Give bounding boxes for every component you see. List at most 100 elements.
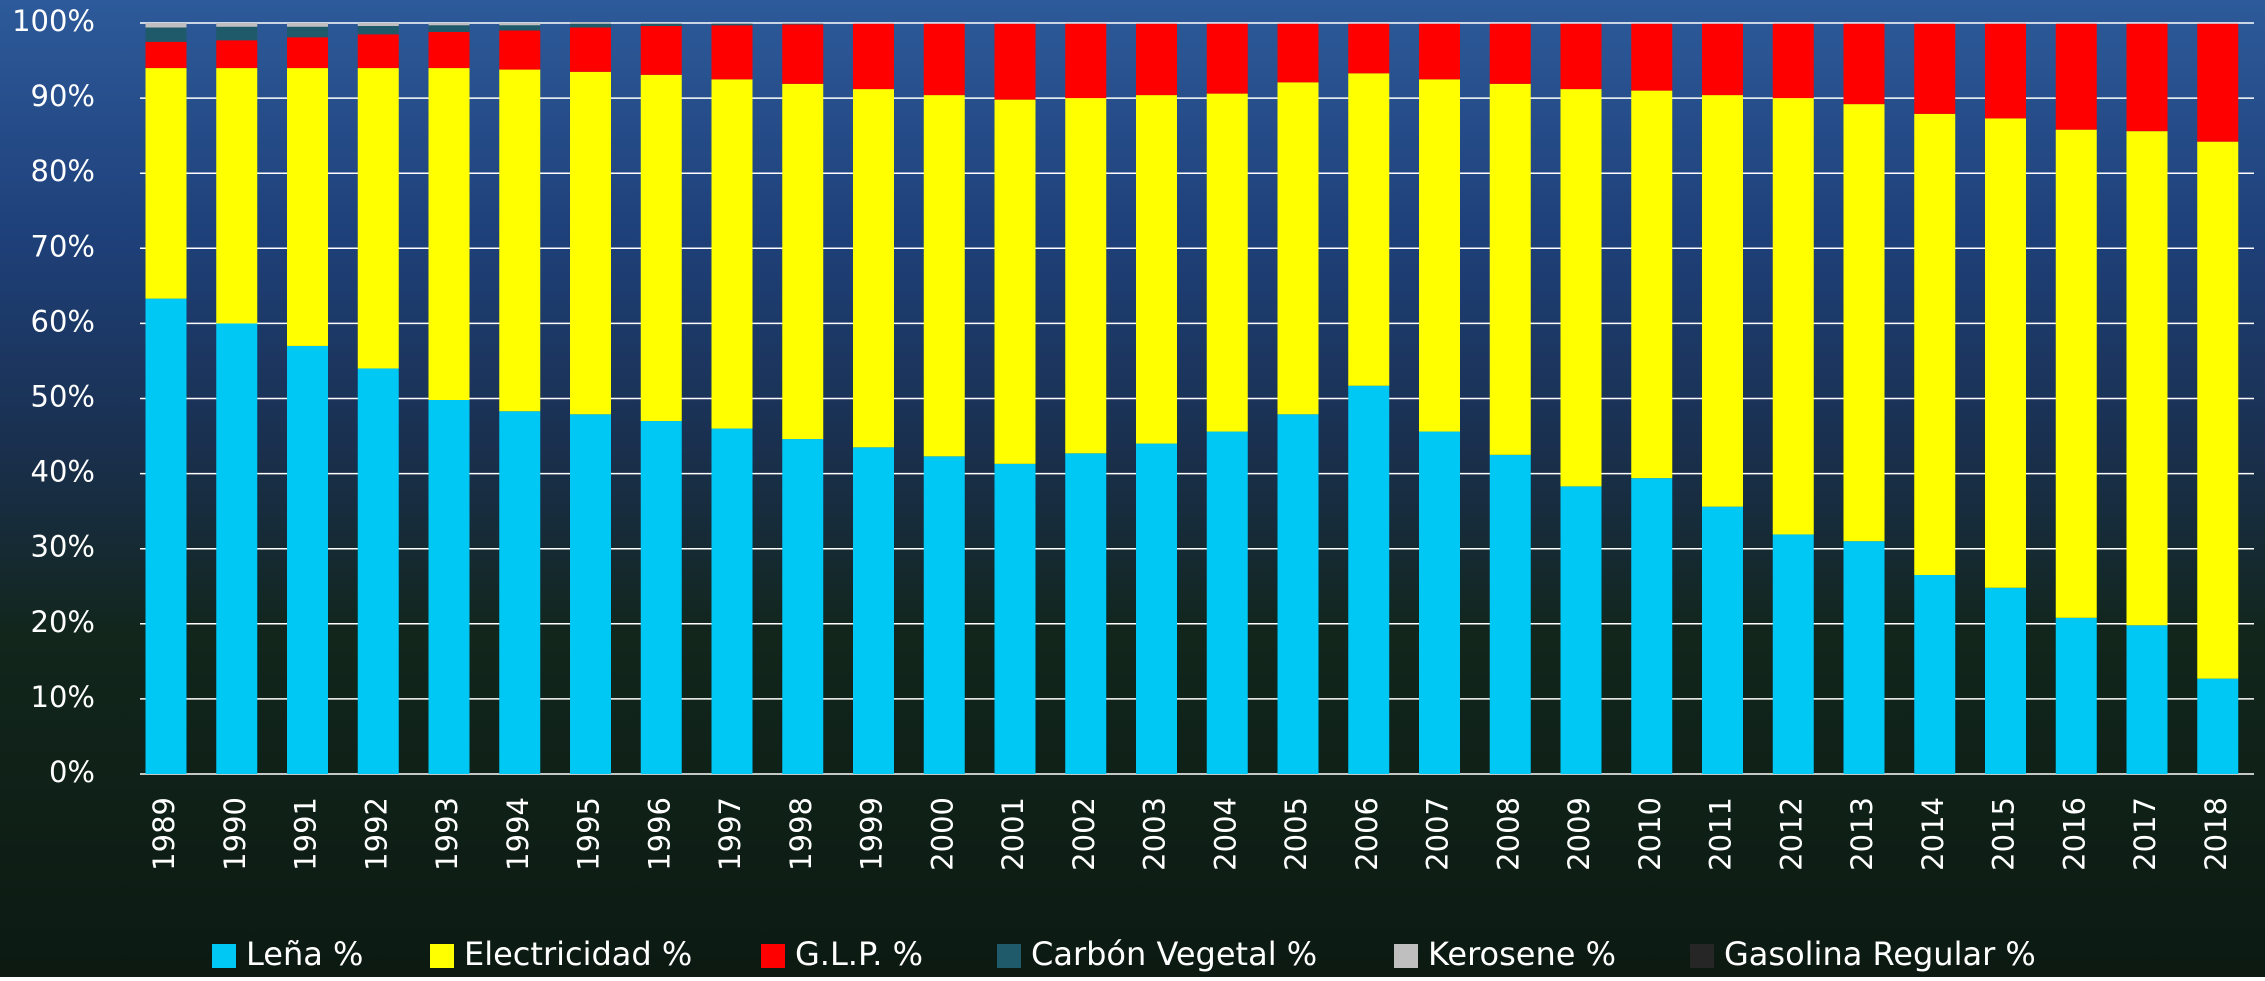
bar-segment xyxy=(357,23,399,27)
x-tick-label: 1989 xyxy=(147,797,181,871)
bar-segment xyxy=(711,23,753,26)
bar-segment xyxy=(923,95,965,457)
bar-segment xyxy=(1277,23,1319,83)
bar-segment xyxy=(287,345,328,774)
bar-segment xyxy=(640,74,682,422)
bar-segment xyxy=(499,25,541,31)
y-tick-label: 10% xyxy=(31,680,95,714)
x-tick-label: 2005 xyxy=(1279,797,1313,871)
legend-label: Carbón Vegetal % xyxy=(1031,935,1317,973)
bar-segment xyxy=(499,69,541,412)
bar-segment xyxy=(782,83,824,440)
x-tick-label: 1994 xyxy=(501,797,535,871)
x-tick-label: 2016 xyxy=(2057,797,2091,871)
legend-swatch xyxy=(997,944,1021,968)
x-tick-label: 2018 xyxy=(2199,797,2233,871)
bar-segment xyxy=(782,24,824,84)
bar-segment xyxy=(1348,73,1390,386)
bar-segment xyxy=(1631,478,1673,774)
bar-segment xyxy=(640,23,682,27)
bar-segment xyxy=(782,23,824,25)
legend-label: G.L.P. % xyxy=(795,935,923,973)
bar-segment xyxy=(570,71,611,415)
x-tick-label: 1995 xyxy=(572,797,606,871)
bar-segment xyxy=(1914,574,1956,774)
bar-segment xyxy=(428,400,470,774)
bar-segment xyxy=(499,23,541,26)
bar-segment xyxy=(1277,82,1319,415)
bar-segment xyxy=(994,23,1036,100)
bar-segment xyxy=(1702,95,1743,507)
legend-swatch xyxy=(212,944,236,968)
bar-segment xyxy=(1065,453,1107,774)
bar-segment xyxy=(711,79,753,429)
bar-segment xyxy=(1985,23,2026,119)
x-tick-label: 1998 xyxy=(784,797,818,871)
bar-segment xyxy=(853,23,894,90)
bar-segment xyxy=(1843,104,1885,542)
bar-segment xyxy=(357,26,399,35)
bar-segment xyxy=(570,23,611,28)
bar-segment xyxy=(145,298,187,774)
legend-label: Leña % xyxy=(246,935,363,973)
x-tick-label: 2014 xyxy=(1916,797,1950,871)
bar-segment xyxy=(1843,23,1885,105)
x-tick-label: 1993 xyxy=(430,797,464,871)
bar-segment xyxy=(1136,23,1177,96)
bar-segment xyxy=(216,68,258,324)
bar-segment xyxy=(1702,506,1743,774)
y-tick-label: 50% xyxy=(31,380,95,414)
bar-segment xyxy=(145,23,187,28)
bar-segment xyxy=(1065,23,1107,99)
bar-segment xyxy=(2126,23,2168,132)
y-tick-label: 40% xyxy=(31,455,95,489)
bar-segment xyxy=(1914,23,1956,114)
bar-segment xyxy=(923,23,965,96)
bar-segment xyxy=(853,447,894,774)
bar-segment xyxy=(1065,98,1107,454)
legend-label: Electricidad % xyxy=(464,935,692,973)
x-tick-label: 1996 xyxy=(642,797,676,871)
bar-segment xyxy=(1348,385,1390,774)
bar-segment xyxy=(499,30,541,70)
y-tick-label: 20% xyxy=(31,605,95,639)
bar-segment xyxy=(994,99,1036,464)
bar-segment xyxy=(357,68,399,369)
bar-segment xyxy=(1136,95,1177,444)
x-tick-label: 2003 xyxy=(1138,797,1172,871)
x-tick-label: 1997 xyxy=(713,797,747,871)
bar-segment xyxy=(1772,534,1814,774)
bar-segment xyxy=(1489,83,1531,455)
bar-segment xyxy=(640,421,682,774)
bar-segment xyxy=(1985,587,2026,774)
bar-segment xyxy=(287,26,328,38)
x-tick-label: 1991 xyxy=(289,797,323,871)
y-tick-label: 80% xyxy=(31,154,95,188)
bar-segment xyxy=(782,439,824,774)
bar-segment xyxy=(216,23,258,27)
y-tick-label: 100% xyxy=(12,4,95,38)
y-tick-label: 0% xyxy=(49,755,95,789)
y-tick-label: 60% xyxy=(31,304,95,338)
x-tick-label: 2017 xyxy=(2128,797,2162,871)
bar-segment xyxy=(145,41,187,69)
bar-segment xyxy=(923,456,965,774)
bar-segment xyxy=(428,23,470,26)
x-tick-label: 2010 xyxy=(1633,797,1667,871)
bar-segment xyxy=(145,27,187,42)
x-tick-label: 2015 xyxy=(1987,797,2021,871)
x-tick-label: 2009 xyxy=(1562,797,1596,871)
x-tick-label: 2013 xyxy=(1845,797,1879,871)
bar-segment xyxy=(1631,23,1673,91)
x-tick-label: 2007 xyxy=(1421,797,1455,871)
bar-segment xyxy=(216,323,258,774)
bar-segment xyxy=(640,23,682,24)
bar-segment xyxy=(357,34,399,69)
bar-segment xyxy=(1702,23,1743,96)
legend-label: Kerosene % xyxy=(1428,935,1616,973)
bar-segment xyxy=(1206,431,1248,774)
bar-segment xyxy=(145,68,187,299)
bar-segment xyxy=(2197,678,2239,774)
bar-segment xyxy=(570,27,611,72)
y-tick-label: 70% xyxy=(31,229,95,263)
